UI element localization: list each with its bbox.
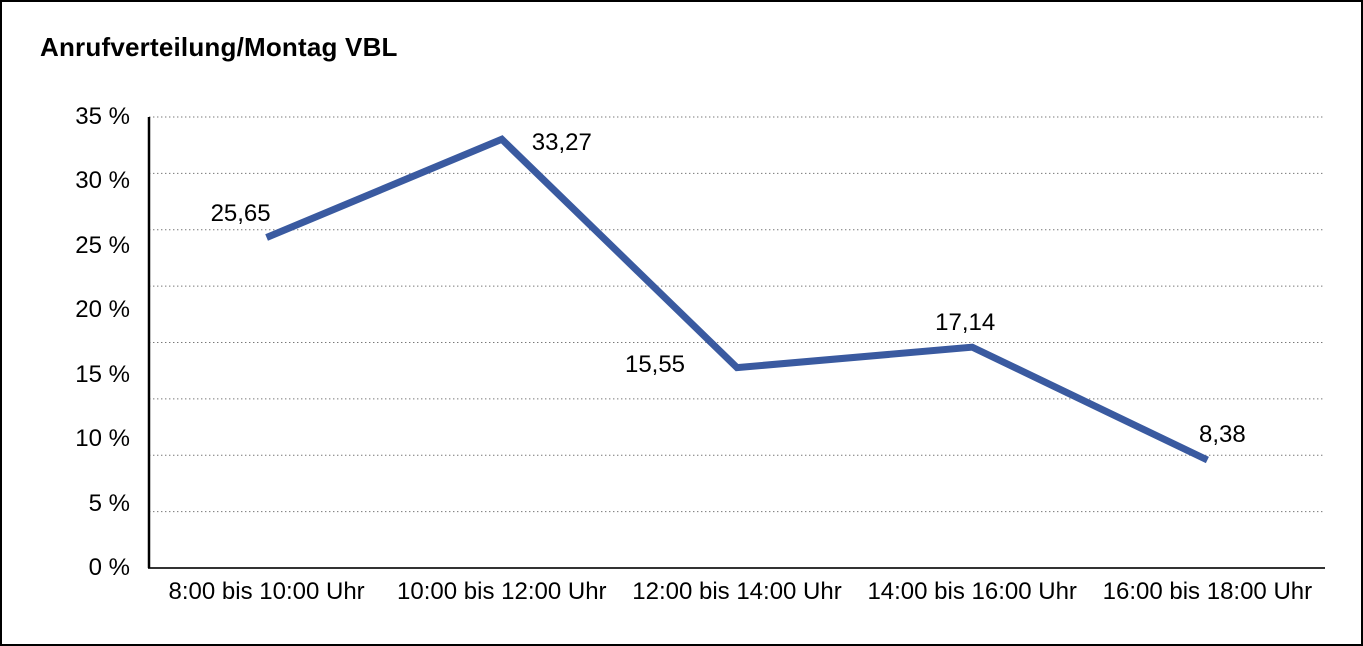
- y-axis-tick-label: 10 %: [75, 425, 130, 453]
- data-point-value-label: 8,38: [1199, 421, 1246, 449]
- chart-title: Anrufverteilung/Montag VBL: [40, 32, 398, 62]
- x-axis-category-label: 16:00 bis 18:00 Uhr: [1102, 578, 1313, 605]
- x-axis-category-label: 10:00 bis 12:00 Uhr: [397, 578, 607, 605]
- data-point-value-label: 17,14: [935, 309, 996, 337]
- x-axis-category-label: 14:00 bis 16:00 Uhr: [867, 578, 1077, 605]
- x-axis-category-label: 8:00 bis 10:00 Uhr: [168, 578, 365, 605]
- data-point-value-label: 25,65: [210, 200, 271, 228]
- y-axis-tick-label: 30 %: [75, 167, 130, 195]
- x-axis-category-label: 12:00 bis 14:00 Uhr: [632, 578, 842, 605]
- y-axis-tick-label: 15 %: [75, 360, 130, 388]
- data-point-value-label: 33,27: [531, 129, 592, 157]
- y-axis-tick-label: 5 %: [88, 489, 130, 517]
- y-axis-tick-label: 20 %: [75, 296, 130, 324]
- y-axis-tick-label: 25 %: [75, 231, 130, 259]
- data-line: [265, 135, 1209, 464]
- data-point-value-label: 15,55: [624, 350, 686, 378]
- y-axis-tick-label: 35 %: [75, 103, 130, 130]
- y-axis-tick-label: 0 %: [88, 554, 130, 581]
